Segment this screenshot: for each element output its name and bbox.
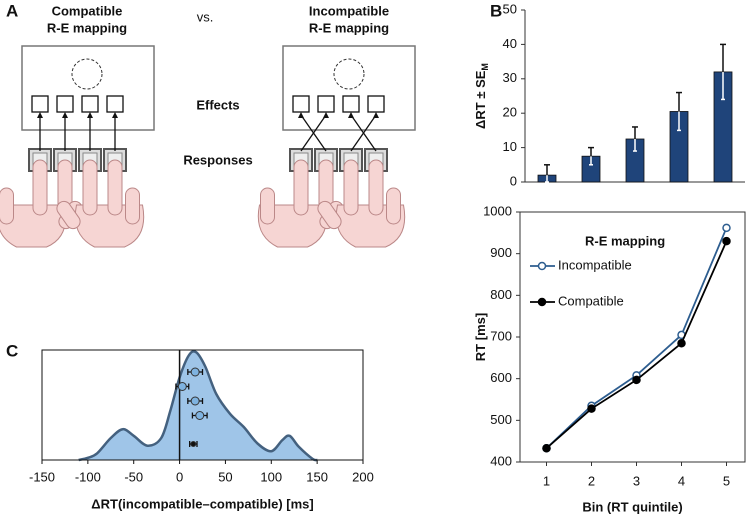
y-tick-label: 40 xyxy=(503,36,517,51)
y-axis-label: RT [ms] xyxy=(473,313,488,361)
density-area xyxy=(78,350,318,462)
y-tick-label: 20 xyxy=(503,105,517,120)
plot-frame xyxy=(519,211,746,463)
x-tick-label: 1 xyxy=(543,473,550,488)
effect-square xyxy=(367,95,385,113)
y-tick-label: 1000 xyxy=(483,203,512,218)
effect-square xyxy=(106,95,124,113)
effect-square xyxy=(81,95,99,113)
point xyxy=(587,404,596,413)
point xyxy=(190,441,197,447)
arrow-head xyxy=(87,112,93,118)
y-axis-label: RT [ms] xyxy=(473,313,488,361)
point xyxy=(195,411,205,420)
finger xyxy=(56,200,81,230)
effect-box xyxy=(282,45,416,131)
x-tick-label: 0 xyxy=(176,469,183,484)
y-axis-label: ΔRT ± SEM xyxy=(473,63,490,129)
y-tick-label: 900 xyxy=(490,245,512,260)
x-tick-label: 100 xyxy=(260,469,282,484)
effect-square xyxy=(317,95,335,113)
finger xyxy=(32,159,48,216)
point xyxy=(190,396,200,406)
finger xyxy=(368,159,384,216)
legend-marker xyxy=(537,297,547,307)
finger xyxy=(0,187,14,225)
arrow-head xyxy=(323,112,329,118)
legend-title: R-E mapping xyxy=(585,233,665,248)
point xyxy=(177,382,187,391)
y-tick-label: 500 xyxy=(490,412,512,427)
finger xyxy=(293,159,309,216)
y-tick-label: 400 xyxy=(490,453,512,468)
effect-square xyxy=(31,95,49,113)
arrow-head xyxy=(62,112,68,118)
point xyxy=(542,444,551,453)
x-axis-label: Bin (RT quintile) xyxy=(582,499,682,514)
arrow-head xyxy=(37,112,43,118)
effect-circle xyxy=(333,58,365,90)
left-title: R-E mapping xyxy=(47,20,127,35)
panel-label: C xyxy=(6,341,18,360)
diagram xyxy=(21,45,416,131)
x-tick-label: 50 xyxy=(218,469,232,484)
y-axis-label-sub: M xyxy=(480,63,490,71)
point xyxy=(722,236,731,246)
x-tick-label: -150 xyxy=(29,469,55,484)
panel-label: B xyxy=(490,1,502,20)
y-tick-label: 10 xyxy=(503,139,517,154)
y-tick-label: 600 xyxy=(490,370,512,385)
panel-label: A xyxy=(6,1,18,20)
finger xyxy=(260,187,275,225)
effect-box xyxy=(21,45,155,131)
arrow xyxy=(350,114,377,152)
arrow-head xyxy=(112,112,118,118)
arrow-head xyxy=(373,112,379,118)
legend-label: Compatible xyxy=(558,293,624,308)
y-tick-label: 800 xyxy=(490,287,512,302)
x-tick-label: 3 xyxy=(633,473,640,488)
finger xyxy=(107,159,123,216)
responses-label: Responses xyxy=(183,152,252,167)
arrow-head xyxy=(298,112,304,118)
x-tick-label: 4 xyxy=(678,473,685,488)
finger xyxy=(82,159,98,216)
y-tick-label: 30 xyxy=(503,70,517,85)
effect-square xyxy=(342,95,360,113)
x-tick-label: -50 xyxy=(124,469,143,484)
diagram-parts xyxy=(0,95,406,248)
point xyxy=(722,223,731,233)
finger xyxy=(317,200,342,230)
y-tick-label: 700 xyxy=(490,328,512,343)
x-axis-label: ΔRT(incompatible–compatible) [ms] xyxy=(91,496,313,511)
right-title: R-E mapping xyxy=(309,20,389,35)
effects-label: Effects xyxy=(196,97,239,112)
effect-circle xyxy=(71,58,103,90)
arrow-head xyxy=(348,112,354,118)
point xyxy=(632,375,641,385)
x-tick-label: 5 xyxy=(723,473,730,488)
x-tick-label: 2 xyxy=(588,473,595,488)
y-axis-label: ΔRT ± SE xyxy=(473,70,488,129)
x-tick-label: 150 xyxy=(306,469,328,484)
effect-square xyxy=(292,95,310,113)
effect-square xyxy=(56,95,74,113)
legend-label: Incompatible xyxy=(558,257,632,272)
vs-label: vs. xyxy=(197,9,214,24)
y-tick-label: 0 xyxy=(510,173,517,188)
y-tick-label: 50 xyxy=(503,1,517,16)
arrow xyxy=(300,114,327,152)
finger xyxy=(386,187,401,225)
finger xyxy=(343,159,359,216)
x-tick-label: 200 xyxy=(352,469,374,484)
point xyxy=(677,339,686,348)
point xyxy=(190,367,200,377)
plot-frame xyxy=(41,349,364,461)
left-title: Compatible xyxy=(52,3,123,18)
finger xyxy=(125,187,140,225)
right-title: Incompatible xyxy=(309,3,389,18)
legend-marker xyxy=(537,261,547,271)
x-tick-label: -100 xyxy=(75,469,101,484)
